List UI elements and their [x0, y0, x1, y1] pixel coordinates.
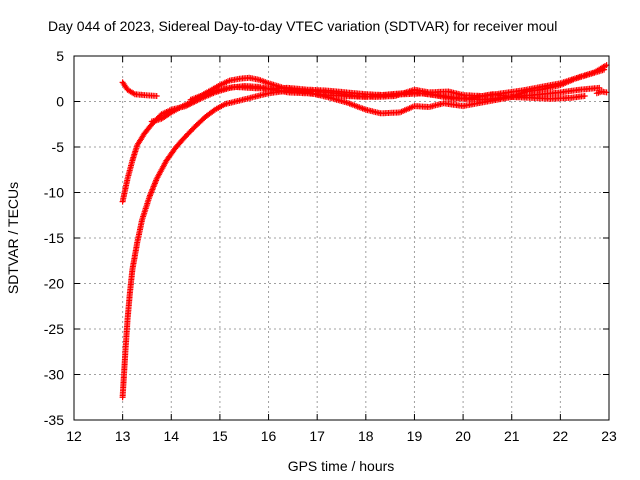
x-tick-label: 16 [261, 428, 277, 444]
y-tick-label: -15 [44, 230, 64, 246]
y-tick-label: 5 [56, 48, 64, 64]
series-track-3 [119, 79, 160, 99]
x-tick-label: 21 [504, 428, 520, 444]
grid [74, 56, 609, 420]
y-tick-label: -20 [44, 276, 64, 292]
x-tick-label: 19 [407, 428, 423, 444]
data-point [596, 84, 603, 91]
x-tick-label: 17 [309, 428, 325, 444]
series-track-2 [119, 66, 608, 401]
x-tick-label: 22 [553, 428, 569, 444]
x-tick-label: 13 [115, 428, 131, 444]
x-tick-label: 15 [212, 428, 228, 444]
x-tick-label: 14 [163, 428, 179, 444]
y-tick-label: -35 [44, 412, 64, 428]
data-point [153, 93, 160, 99]
y-tick-label: -25 [44, 321, 64, 337]
data-point [581, 93, 588, 99]
y-tick-label: -10 [44, 185, 64, 201]
series-track-5 [187, 83, 603, 103]
x-tick-label: 18 [358, 428, 374, 444]
data-points [119, 62, 610, 401]
x-tick-label: 12 [66, 428, 82, 444]
chart-title: Day 044 of 2023, Sidereal Day-to-day VTE… [48, 18, 558, 34]
x-axis-label: GPS time / hours [288, 458, 395, 474]
y-tick-label: -5 [52, 139, 65, 155]
x-tick-label: 20 [455, 428, 471, 444]
y-tick-label: -30 [44, 367, 64, 383]
x-tick-label: 23 [601, 428, 617, 444]
y-tick-label: 0 [56, 94, 64, 110]
plot-frame [73, 55, 610, 421]
y-axis-label: SDTVAR / TECUs [5, 182, 21, 294]
tick-labels: 12 13 14 15 16 17 18 19 20 21 22 23 -35 -30 -25 -20 -15 -… [44, 48, 617, 444]
